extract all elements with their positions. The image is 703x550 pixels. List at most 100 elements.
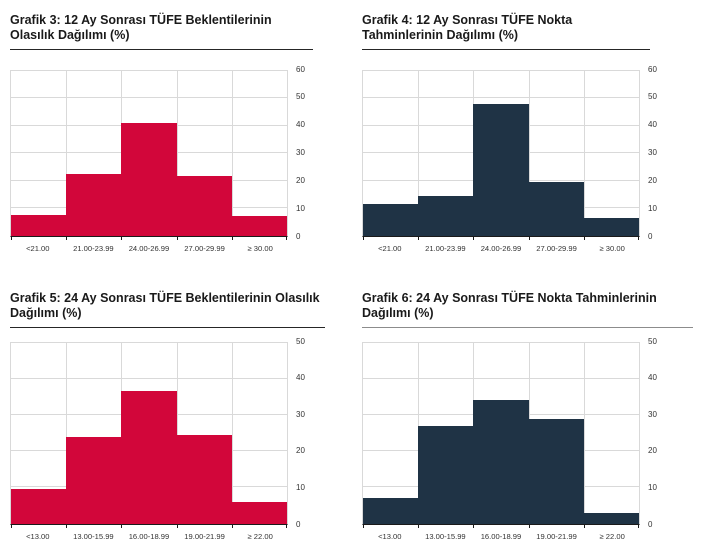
y-tick-label: 20 xyxy=(296,175,305,185)
chart-grafik3: Grafik 3: 12 Ay Sonrası TÜFE Beklentiler… xyxy=(10,8,341,280)
plot-area xyxy=(362,69,640,240)
x-axis-tick xyxy=(638,523,639,528)
histogram-bar-16.00-18.99 xyxy=(121,391,177,524)
x-axis-labels: <13.00 13.00-15.99 16.00-18.99 19.00-21.99 ≥… xyxy=(10,532,288,541)
x-axis-tick xyxy=(66,523,68,528)
y-tick-label: 0 xyxy=(296,231,301,241)
x-axis-tick xyxy=(473,523,475,528)
plot-column: <13.00 13.00-15.99 16.00-18.99 19.00-21.99 ≥… xyxy=(10,341,288,541)
y-tick-label: 0 xyxy=(296,519,301,529)
x-axis-tick xyxy=(121,235,123,240)
gridline-vertical xyxy=(583,342,585,524)
plot-area xyxy=(10,341,288,528)
x-tick-label: 13.00-15.99 xyxy=(425,531,466,541)
y-tick-label: 30 xyxy=(648,409,657,419)
chart-grafik4: Grafik 4: 12 Ay Sonrası TÜFE Nokta Tahmi… xyxy=(362,8,693,280)
x-axis-tick xyxy=(583,235,585,240)
x-axis-tick xyxy=(286,235,287,240)
chart-area-grafik6: <13.00 13.00-15.99 16.00-18.99 19.00-21.99 ≥… xyxy=(362,337,693,541)
x-axis-labels: <13.00 13.00-15.99 16.00-18.99 19.00-21.99 ≥… xyxy=(362,532,640,541)
gridline-vertical xyxy=(176,342,178,524)
y-tick-label: 30 xyxy=(648,148,657,157)
x-tick-label: 21.00-23.99 xyxy=(73,243,114,253)
y-tick-label: 40 xyxy=(648,373,657,383)
histogram-bar-19.00-21.99 xyxy=(528,418,584,524)
gridline-vertical xyxy=(231,342,233,524)
chart-area-grafik5: <13.00 13.00-15.99 16.00-18.99 19.00-21.99 ≥… xyxy=(10,337,341,541)
x-axis-tick xyxy=(473,235,475,240)
histogram-bar-27.00-29.99 xyxy=(528,181,584,236)
y-tick-label: 30 xyxy=(296,409,305,419)
histogram-bar-27.00-29.99 xyxy=(176,176,232,236)
plot-area xyxy=(362,341,640,528)
x-axis-tick xyxy=(528,523,530,528)
chart-title-grafik6: Grafik 6: 24 Ay Sonrası TÜFE Nokta Tahmi… xyxy=(362,286,693,328)
chart-title-grafik5: Grafik 5: 24 Ay Sonrası TÜFE Beklentiler… xyxy=(10,286,325,328)
y-tick-label: 10 xyxy=(296,203,305,213)
x-axis-tick xyxy=(286,523,287,528)
y-tick-label: 60 xyxy=(296,64,305,74)
gridline-horizontal xyxy=(11,377,287,379)
x-axis-tick xyxy=(231,523,233,528)
x-axis-tick xyxy=(11,235,12,240)
y-tick-label: 0 xyxy=(648,231,653,241)
histogram-bar-19.00-21.99 xyxy=(176,434,232,524)
x-axis-tick xyxy=(583,523,585,528)
gridline-vertical xyxy=(231,70,233,236)
x-tick-label: ≥ 30.00 xyxy=(247,243,273,253)
histogram-bar-<21.00 xyxy=(11,214,67,236)
y-axis-labels: 0 10 20 30 40 50 60 xyxy=(296,65,320,240)
x-tick-label: ≥ 30.00 xyxy=(599,243,625,253)
x-tick-label: 19.00-21.99 xyxy=(536,531,577,541)
y-axis-labels: 0 10 20 30 40 50 xyxy=(296,337,320,528)
histogram-bar-21.00-23.99 xyxy=(418,195,474,236)
y-tick-label: 40 xyxy=(296,373,305,383)
x-tick-label: 16.00-18.99 xyxy=(128,531,170,541)
chart-area-grafik4: <21.00 21.00-23.99 24.00-26.99 27.00-29.99 ≥… xyxy=(362,65,693,253)
x-axis-tick xyxy=(638,235,639,240)
gridline-horizontal xyxy=(11,97,287,98)
histogram-bar-<21.00 xyxy=(363,203,419,236)
histogram-bar-13.00-15.99 xyxy=(66,436,122,524)
y-tick-label: 40 xyxy=(648,120,657,130)
gridline-vertical xyxy=(418,70,420,236)
x-tick-label: <21.00 xyxy=(378,243,402,253)
x-tick-label: 19.00-21.99 xyxy=(184,531,225,541)
histogram-bar-21.00-23.99 xyxy=(66,173,122,236)
y-tick-label: 60 xyxy=(648,64,657,74)
x-tick-label: 16.00-18.99 xyxy=(480,531,522,541)
x-tick-label: <21.00 xyxy=(26,243,50,253)
chart-title-grafik3: Grafik 3: 12 Ay Sonrası TÜFE Beklentiler… xyxy=(10,8,313,50)
x-axis-tick xyxy=(363,235,364,240)
chart-grafik6: Grafik 6: 24 Ay Sonrası TÜFE Nokta Tahmi… xyxy=(362,280,693,550)
x-axis-tick xyxy=(363,523,364,528)
x-tick-label: 27.00-29.99 xyxy=(184,243,225,253)
x-axis-tick xyxy=(231,235,233,240)
y-tick-label: 10 xyxy=(296,482,305,492)
chart-area-grafik3: <21.00 21.00-23.99 24.00-26.99 27.00-29.99 ≥… xyxy=(10,65,341,253)
y-axis-labels: 0 10 20 30 40 50 xyxy=(648,337,672,528)
x-axis-tick xyxy=(11,523,12,528)
histogram-bar-≥ 30.00 xyxy=(231,216,287,236)
x-axis-tick xyxy=(418,235,420,240)
x-axis-tick xyxy=(418,523,420,528)
x-axis-tick xyxy=(176,235,178,240)
histogram-bar-16.00-18.99 xyxy=(473,400,529,524)
y-tick-label: 50 xyxy=(296,336,305,346)
y-tick-label: 20 xyxy=(648,175,657,185)
x-axis-labels: <21.00 21.00-23.99 24.00-26.99 27.00-29.99 ≥… xyxy=(10,244,288,253)
histogram-bar-24.00-26.99 xyxy=(473,103,529,236)
gridline-vertical xyxy=(66,342,68,524)
x-tick-label: ≥ 22.00 xyxy=(599,531,625,541)
gridline-horizontal xyxy=(363,377,639,379)
x-axis-labels: <21.00 21.00-23.99 24.00-26.99 27.00-29.99 ≥… xyxy=(362,244,640,253)
x-tick-label: 13.00-15.99 xyxy=(73,531,114,541)
y-tick-label: 10 xyxy=(648,203,657,213)
y-tick-label: 40 xyxy=(296,120,305,130)
gridline-vertical xyxy=(528,70,530,236)
gridline-vertical xyxy=(176,70,178,236)
x-axis-tick xyxy=(66,235,68,240)
y-tick-label: 50 xyxy=(296,92,305,102)
gridline-vertical xyxy=(583,70,585,236)
